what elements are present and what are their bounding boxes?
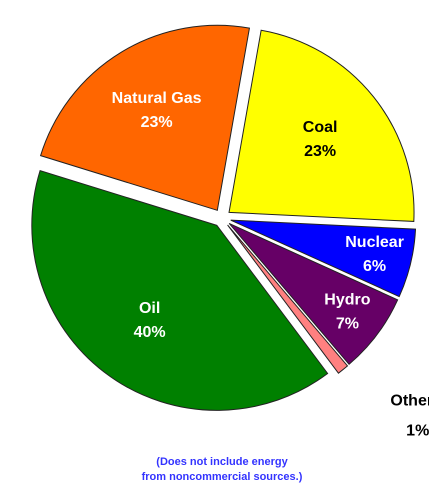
- slice-value: 23%: [304, 143, 336, 160]
- pie-slice: [39, 24, 251, 211]
- pie-slice: [227, 224, 349, 374]
- slice-label: Coal: [303, 119, 338, 136]
- slice-value: 7%: [336, 316, 359, 333]
- pie-slice: [228, 222, 399, 366]
- pie-slice: [228, 29, 415, 222]
- slice-label: Natural Gas: [112, 90, 202, 107]
- slice-value: 40%: [134, 324, 166, 341]
- pie-slice: [230, 219, 417, 298]
- note-line: (Does not include energy: [156, 456, 288, 468]
- note-line: from noncommercial sources.): [142, 471, 303, 483]
- slice-label: Nuclear: [345, 234, 404, 251]
- slice-value: 23%: [141, 114, 173, 131]
- pie-slice: [31, 170, 329, 411]
- slice-label: Hydro: [324, 292, 370, 309]
- slice-label: Other: [390, 392, 429, 409]
- slice-label: Oil: [139, 300, 160, 317]
- slice-value: 1%: [406, 422, 429, 439]
- slice-value: 6%: [363, 258, 386, 275]
